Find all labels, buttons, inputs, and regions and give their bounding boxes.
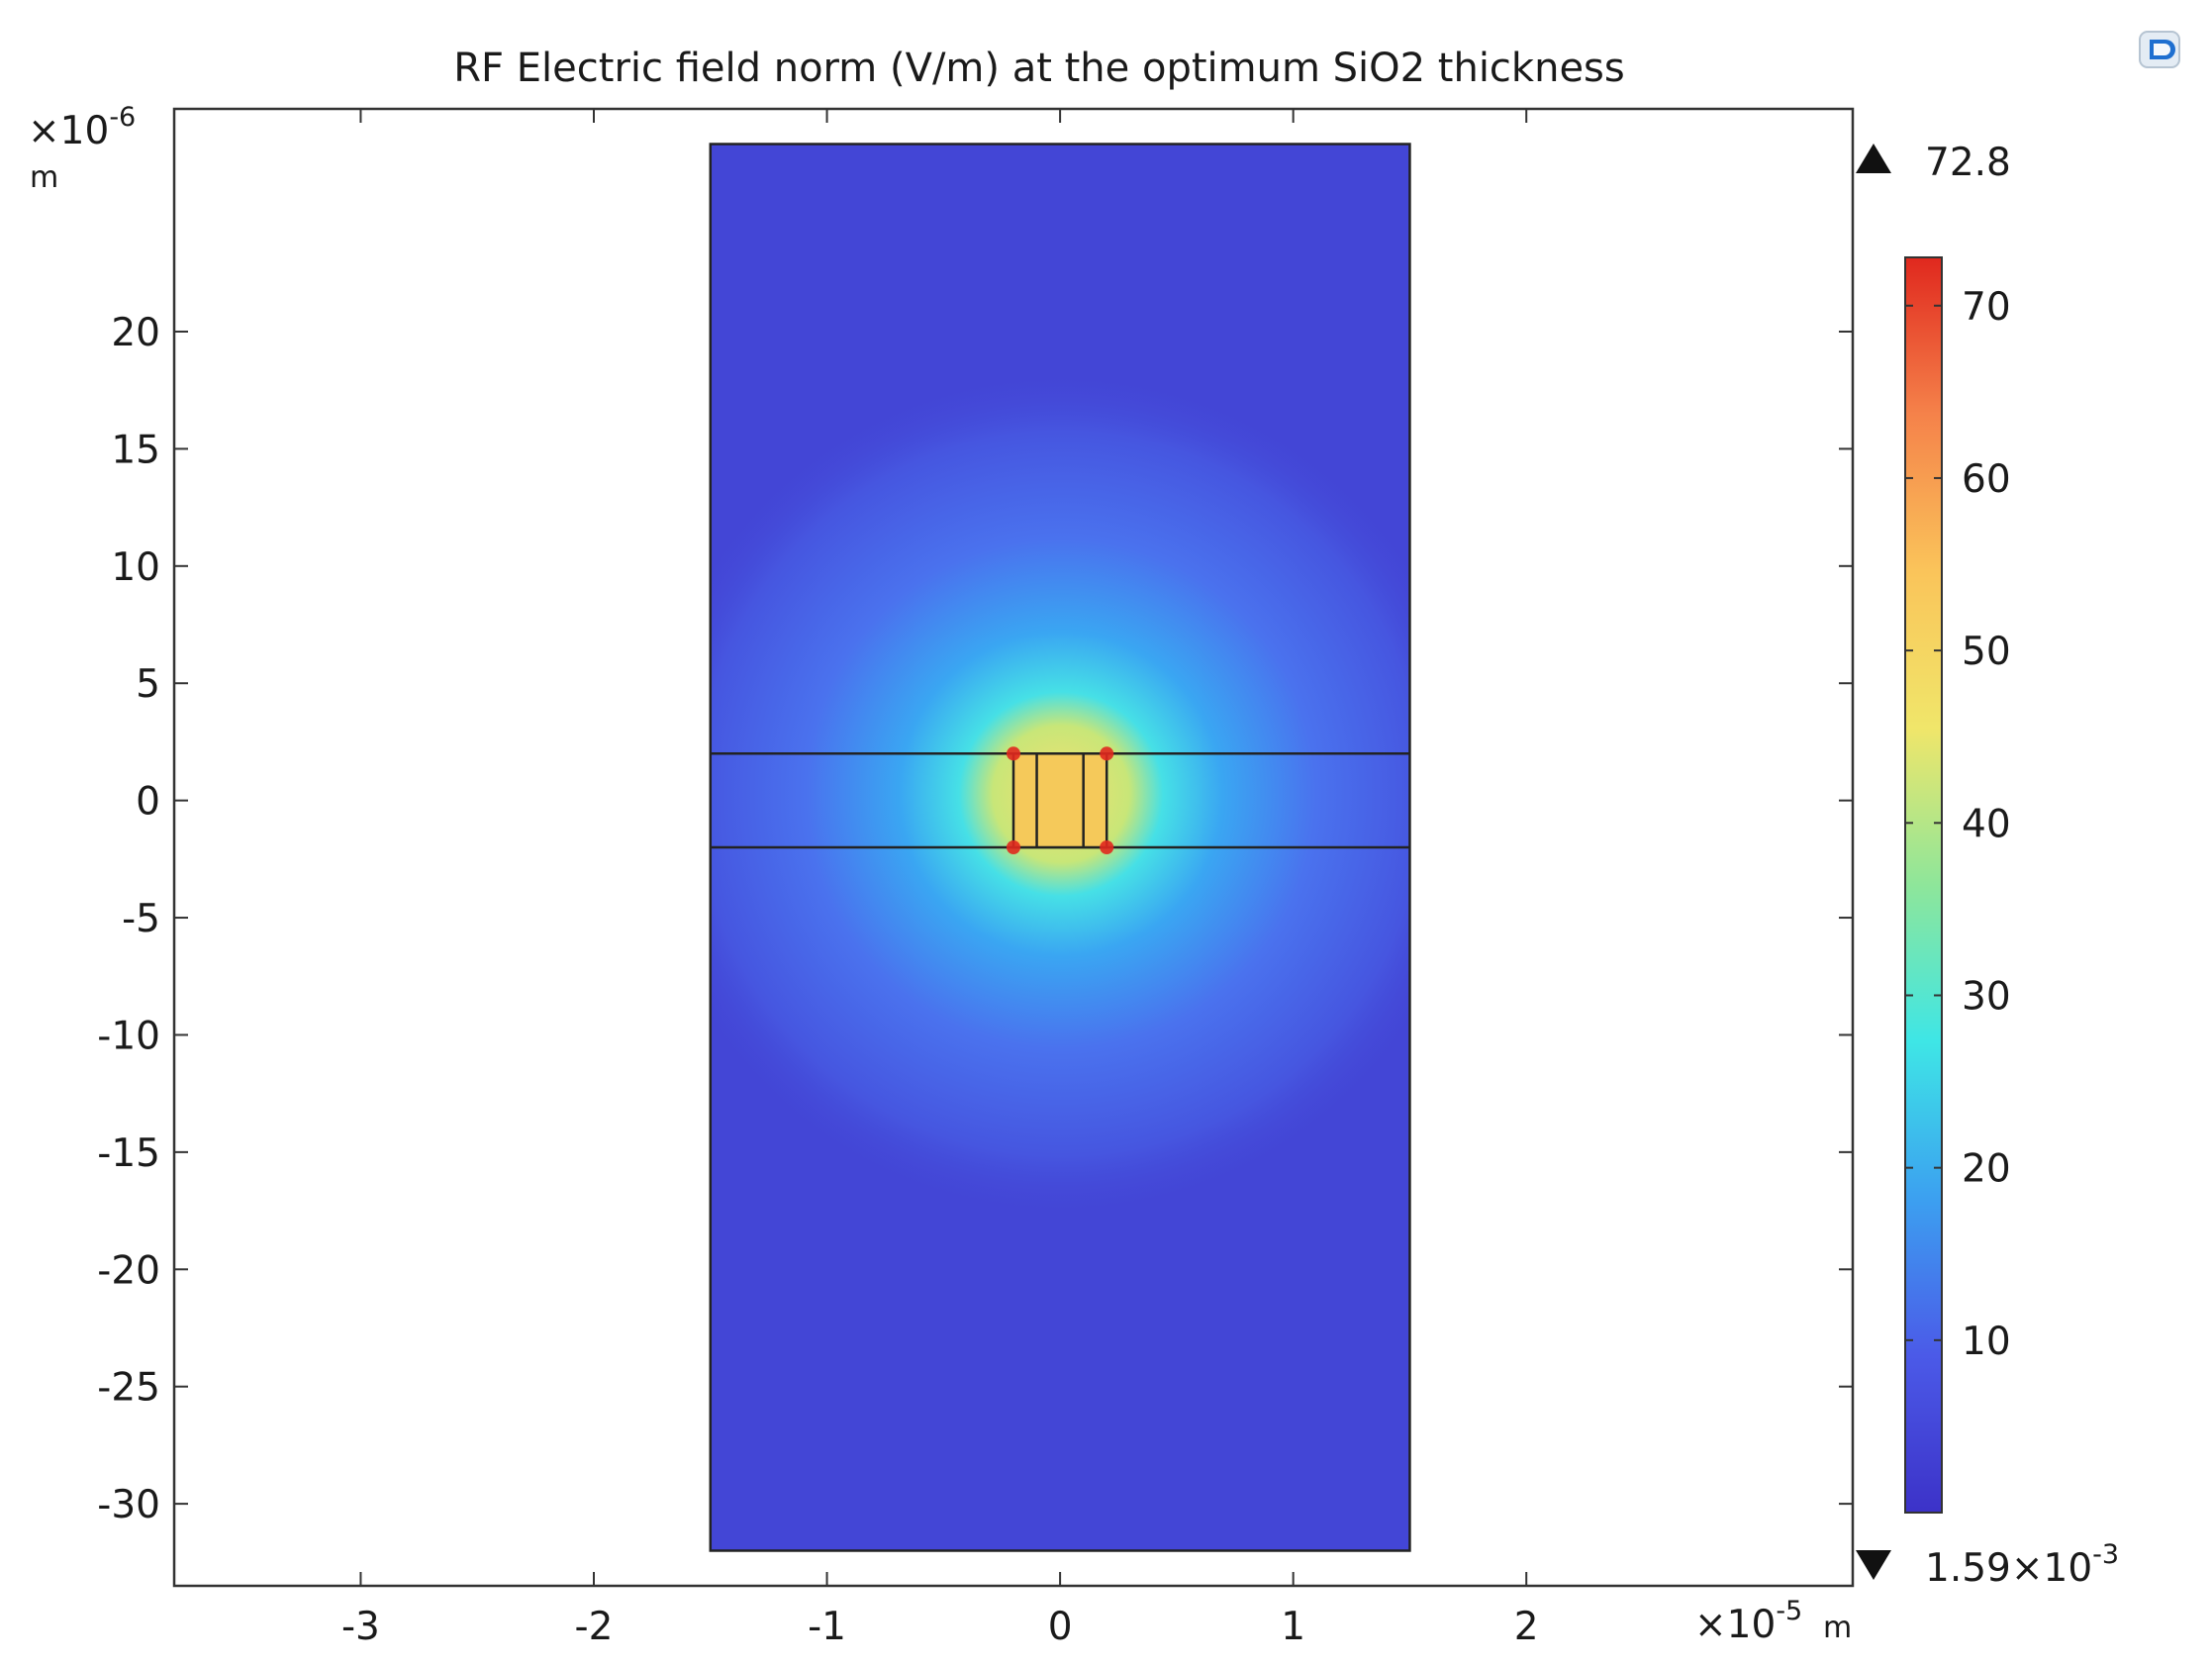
x-axis-unit: m bbox=[1823, 1611, 1852, 1645]
y-axis-unit: m bbox=[30, 160, 58, 195]
hot-spot-1 bbox=[1100, 746, 1114, 761]
electrode-region bbox=[1011, 752, 1108, 849]
plot-frame bbox=[172, 107, 1855, 1588]
y-multiplier-base: ×10 bbox=[28, 109, 109, 153]
y-multiplier-exp: -6 bbox=[109, 102, 136, 133]
svg-text:×10-6: ×10-6 bbox=[28, 102, 136, 153]
simulation-domain bbox=[710, 144, 1410, 1551]
colorbar-tick-label: 40 bbox=[1962, 802, 2011, 846]
hot-spots bbox=[1007, 746, 1114, 854]
colorbar-max-label: 72.8 bbox=[1925, 141, 2011, 185]
colorbar-tick-label: 50 bbox=[1962, 630, 2011, 674]
x-tick-label: -1 bbox=[808, 1605, 846, 1649]
x-axis-multiplier: ×10-5 m bbox=[1694, 1596, 1852, 1647]
x-tick-label: 2 bbox=[1514, 1605, 1539, 1649]
x-tick-label: -3 bbox=[341, 1605, 380, 1649]
toolbar-cube-icon[interactable] bbox=[2139, 31, 2180, 68]
y-tick-label: -20 bbox=[97, 1248, 160, 1293]
svg-text:×10-5: ×10-5 bbox=[1694, 1596, 1802, 1647]
y-tick-label: -10 bbox=[97, 1014, 160, 1058]
y-axis-ticks: -30 -25 -20 -15 -10 -5 0 5 10 15 20 bbox=[97, 311, 1853, 1527]
colorbar-tick-label: 30 bbox=[1962, 974, 2011, 1019]
chart-title: RF Electric field norm (V/m) at the opti… bbox=[453, 46, 1624, 91]
colorbar-tick-label: 10 bbox=[1962, 1320, 2011, 1364]
y-tick-label: -25 bbox=[97, 1366, 160, 1411]
svg-text:1.59×10-3: 1.59×10-3 bbox=[1925, 1539, 2119, 1591]
hot-spot-3 bbox=[1100, 840, 1114, 854]
x-tick-label: 1 bbox=[1281, 1605, 1305, 1649]
y-tick-label: 20 bbox=[111, 311, 160, 355]
y-tick-label: 15 bbox=[111, 428, 160, 472]
y-tick-label: 10 bbox=[111, 545, 160, 590]
colorbar-min-triangle-icon bbox=[1856, 1550, 1891, 1580]
colorbar-gradient bbox=[1904, 256, 1943, 1514]
y-tick-label: 5 bbox=[136, 662, 160, 707]
y-tick-label: -5 bbox=[122, 897, 160, 941]
axes-frame bbox=[172, 107, 1855, 1588]
x-tick-label: -2 bbox=[575, 1605, 614, 1649]
x-tick-label: 0 bbox=[1048, 1605, 1073, 1649]
colorbar-max-triangle-icon bbox=[1856, 144, 1891, 173]
colorbar-tick-label: 60 bbox=[1962, 457, 2011, 502]
y-axis-multiplier: ×10-6 m bbox=[28, 102, 136, 195]
colorbar-tick-label: 20 bbox=[1962, 1147, 2011, 1192]
hot-spot-2 bbox=[1007, 840, 1020, 854]
y-tick-label: -15 bbox=[97, 1131, 160, 1176]
colorbar-min-base: 1.59×10 bbox=[1925, 1546, 2092, 1591]
y-tick-label: 0 bbox=[136, 780, 160, 825]
hot-spot-0 bbox=[1007, 746, 1020, 761]
colorbar-tick-label: 70 bbox=[1962, 285, 2011, 330]
colorbar-ticks: 10 20 30 40 50 60 70 bbox=[1905, 285, 2011, 1364]
x-multiplier-base: ×10 bbox=[1694, 1603, 1776, 1647]
x-axis-ticks: -3 -2 -1 0 1 2 bbox=[341, 109, 1539, 1649]
colorbar: 72.8 10 20 30 40 50 60 70 1.59×10-3 bbox=[1856, 141, 2119, 1591]
x-multiplier-exp: -5 bbox=[1776, 1596, 1802, 1626]
colorbar-min-exp: -3 bbox=[2092, 1539, 2119, 1570]
y-tick-label: -30 bbox=[97, 1483, 160, 1527]
